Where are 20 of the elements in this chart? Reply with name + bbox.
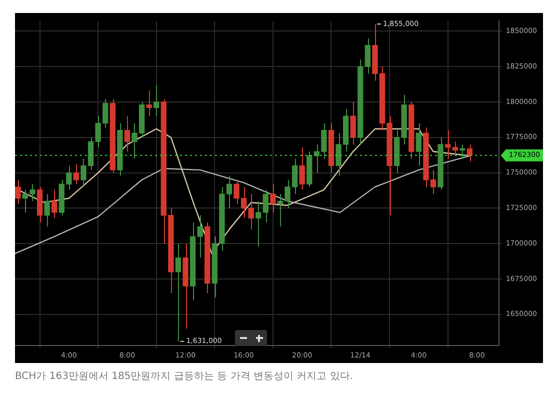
candlestick [146,90,152,117]
candlestick [124,116,130,152]
candlestick [154,84,160,117]
candlestick [466,144,473,162]
candlestick [460,144,466,160]
candlestick [299,146,305,190]
candlestick [44,194,50,228]
text: BCH가 163만원에서 185만원까지 급등하는 등 가격 변동성이 커지고 있다. [15,370,353,383]
candlestick [248,194,254,230]
candlestick [15,179,21,204]
candlestick [350,101,356,145]
candlestick [52,189,58,219]
candlestick [262,189,268,223]
candlestick [416,122,422,166]
candlestick [256,200,262,247]
candlestick [73,164,80,185]
candlestick [364,38,370,74]
candlestick [444,130,451,160]
candlestick [452,141,458,156]
candlestick [270,184,276,213]
